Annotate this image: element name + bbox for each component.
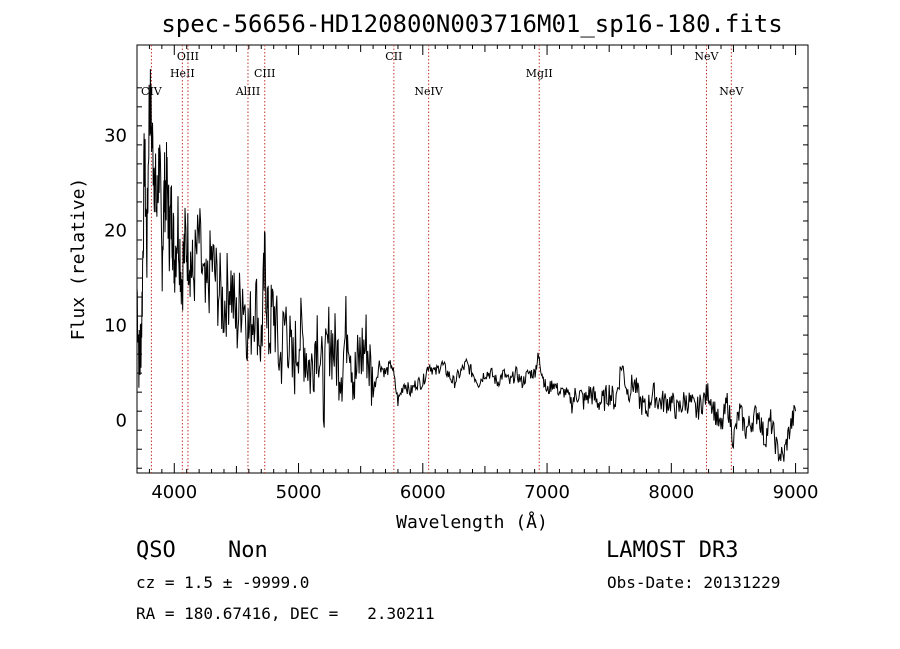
- plot-frame: [136, 44, 809, 474]
- chart-title: spec-56656-HD120800N003716M01_sp16-180.f…: [161, 10, 782, 38]
- emission-line-label: NeV: [694, 50, 719, 63]
- emission-line-label: NeIV: [414, 85, 443, 98]
- y-tick-label: 30: [104, 125, 127, 146]
- y-tick-label: 10: [104, 316, 127, 337]
- redshift-info: cz = 1.5 ± -9999.0: [136, 573, 310, 592]
- emission-line-label: CIII: [254, 67, 275, 80]
- object-subclass: Non: [228, 538, 268, 563]
- emission-line-label: HeII: [170, 67, 195, 80]
- emission-line-label: NeV: [719, 85, 744, 98]
- y-axis-label: Flux (relative): [68, 178, 89, 341]
- x-tick-label: 6000: [400, 482, 446, 503]
- plot-area: 4000 5000 6000 7000 8000 9000 0 10 20 30 CIV HeII OI…: [104, 44, 819, 503]
- x-tick-label: 8000: [648, 482, 694, 503]
- emission-line-label: CII: [385, 50, 402, 63]
- x-tick-label: 5000: [276, 482, 322, 503]
- x-tick-label: 9000: [773, 482, 819, 503]
- x-tick-label: 7000: [524, 482, 570, 503]
- emission-line-label: CIV: [141, 85, 163, 98]
- y-tick-label: 0: [116, 411, 127, 432]
- emission-line-label: MgII: [526, 67, 553, 80]
- emission-line-label: AlIII: [235, 85, 261, 98]
- spectrum-line: [136, 69, 797, 463]
- observation-date: Obs-Date: 20131229: [607, 573, 781, 592]
- object-class: QSO: [136, 538, 176, 563]
- coordinates: RA = 180.67416, DEC = 2.30211: [136, 604, 435, 623]
- y-tick-label: 20: [104, 220, 127, 241]
- survey-name: LAMOST DR3: [606, 538, 739, 563]
- x-axis-label: Wavelength (Å): [396, 511, 548, 533]
- emission-line-label: OIII: [177, 50, 199, 63]
- x-tick-label: 4000: [151, 482, 197, 503]
